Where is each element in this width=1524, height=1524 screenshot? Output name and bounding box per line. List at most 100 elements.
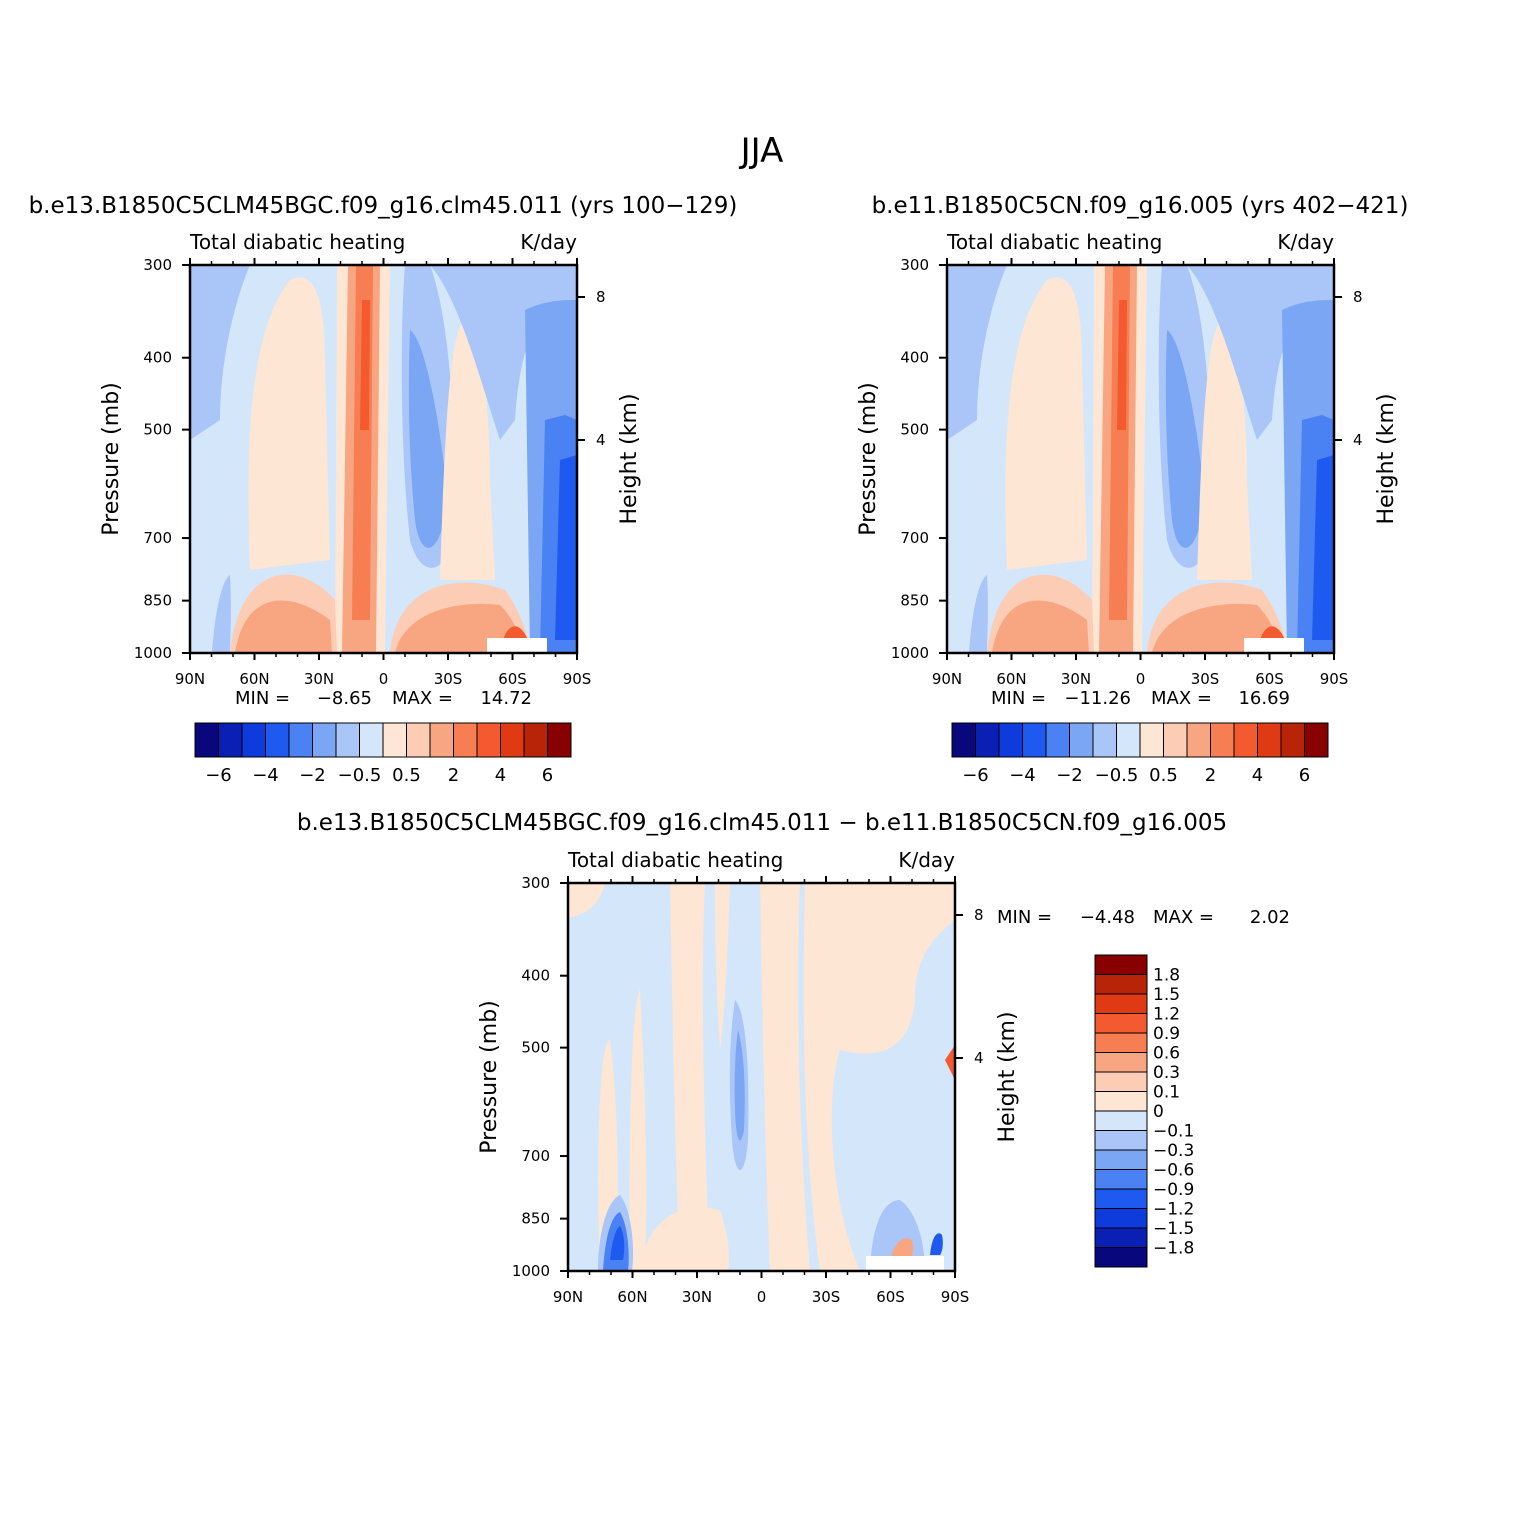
colorbar-label: −0.5 xyxy=(338,765,382,786)
colorbar-label: −4 xyxy=(1009,765,1036,786)
colorbar-label: −1.2 xyxy=(1153,1200,1194,1220)
panel-3-colorbar: 1.81.51.20.90.60.30.10−0.1−0.3−0.6−0.9−1… xyxy=(1094,954,1194,1268)
panel-2-min-value: −11.26 xyxy=(1064,688,1131,709)
panel-2-max-label: MAX = xyxy=(1151,688,1212,709)
x-tick-label: 60N xyxy=(617,1288,647,1306)
y-tick-label: 1000 xyxy=(512,1262,550,1280)
colorbar-swatch xyxy=(998,722,1023,758)
y-tick-label: 700 xyxy=(521,1147,550,1165)
colorbar-swatch xyxy=(1022,722,1047,758)
colorbar-swatch xyxy=(1094,1149,1148,1170)
y-tick-label: 500 xyxy=(143,421,172,439)
panel-3-ylabel-right: Height (km) xyxy=(995,1011,1020,1142)
panel-3-right-axis: 8 4 xyxy=(955,906,984,1067)
colorbar-swatch xyxy=(1094,1227,1148,1248)
panel-2-min-label: MIN = xyxy=(991,688,1046,709)
x-tick-label: 30S xyxy=(434,670,463,688)
colorbar-swatch xyxy=(500,722,525,758)
panel-2-max-value: 16.69 xyxy=(1238,688,1290,709)
colorbar-swatch xyxy=(1045,722,1070,758)
panel-2-title: b.e11.B1850C5CN.f09_g16.005 (yrs 402−421… xyxy=(872,193,1409,219)
colorbar-swatch xyxy=(476,722,501,758)
x-tick-label: 30S xyxy=(1191,670,1220,688)
colorbar-swatch xyxy=(194,722,219,758)
colorbar-swatch xyxy=(288,722,313,758)
panel-3-right-tick-8: 8 xyxy=(974,906,984,924)
panel-1-left-label: Total diabatic heating xyxy=(189,230,405,254)
figure-title: JJA xyxy=(739,131,784,171)
panel-1-right-tick-8: 8 xyxy=(596,288,606,306)
colorbar-swatch xyxy=(1092,722,1117,758)
panel-1-units: K/day xyxy=(520,230,577,254)
colorbar-label: 2 xyxy=(1205,765,1216,786)
colorbar-label: −2 xyxy=(1056,765,1083,786)
y-tick-label: 300 xyxy=(143,256,172,274)
panel-2-ylabel: Pressure (mb) xyxy=(856,382,881,536)
panel-2-right-tick-8: 8 xyxy=(1353,288,1363,306)
colorbar-swatch xyxy=(453,722,478,758)
y-tick-label: 400 xyxy=(900,349,929,367)
colorbar-swatch xyxy=(406,722,431,758)
colorbar-swatch xyxy=(1116,722,1141,758)
colorbar-swatch xyxy=(218,722,243,758)
y-tick-label: 400 xyxy=(521,967,550,985)
colorbar-swatch xyxy=(265,722,290,758)
colorbar-swatch xyxy=(1233,722,1258,758)
colorbar-swatch xyxy=(1094,1091,1148,1112)
x-tick-label: 30N xyxy=(304,670,334,688)
panel-2-units: K/day xyxy=(1277,230,1334,254)
colorbar-swatch xyxy=(1186,722,1211,758)
x-tick-label: 90N xyxy=(175,670,205,688)
colorbar-label: 2 xyxy=(448,765,459,786)
x-tick-label: 0 xyxy=(757,1288,767,1306)
y-tick-label: 850 xyxy=(143,592,172,610)
colorbar-label: −1.8 xyxy=(1153,1239,1194,1259)
panel-1-title: b.e13.B1850C5CLM45BGC.f09_g16.clm45.011 … xyxy=(29,193,738,219)
x-tick-label: 90N xyxy=(932,670,962,688)
colorbar-swatch xyxy=(1094,1052,1148,1073)
x-tick-label: 90S xyxy=(941,1288,970,1306)
panel-3-units: K/day xyxy=(898,848,955,872)
colorbar-swatch xyxy=(1094,1169,1148,1190)
colorbar-swatch xyxy=(241,722,266,758)
x-tick-label: 90S xyxy=(1320,670,1349,688)
panel-3-left-label: Total diabatic heating xyxy=(567,848,783,872)
panel-3-ylabel: Pressure (mb) xyxy=(477,1000,502,1154)
panel-3-max-value: 2.02 xyxy=(1250,907,1290,928)
colorbar-label: 1.5 xyxy=(1153,985,1180,1005)
colorbar-swatch xyxy=(1094,1071,1148,1092)
panel-3-right-tick-4: 4 xyxy=(974,1049,984,1067)
colorbar-swatch xyxy=(382,722,407,758)
panel-1-min-value: −8.65 xyxy=(317,688,372,709)
y-tick-label: 500 xyxy=(521,1039,550,1057)
y-tick-label: 850 xyxy=(521,1210,550,1228)
colorbar-swatch xyxy=(1094,954,1148,975)
colorbar-swatch xyxy=(1139,722,1164,758)
colorbar-swatch xyxy=(429,722,454,758)
colorbar-label: 1.2 xyxy=(1153,1005,1180,1025)
colorbar-label: −6 xyxy=(205,765,232,786)
colorbar-label: 4 xyxy=(495,765,506,786)
x-tick-label: 60N xyxy=(239,670,269,688)
x-tick-label: 0 xyxy=(379,670,389,688)
colorbar-swatch xyxy=(951,722,976,758)
panel-2-right-tick-4: 4 xyxy=(1353,431,1363,449)
colorbar-swatch xyxy=(1094,993,1148,1014)
x-tick-label: 60S xyxy=(498,670,527,688)
y-tick-label: 400 xyxy=(143,349,172,367)
colorbar-swatch xyxy=(359,722,384,758)
colorbar-label: 0.5 xyxy=(392,765,421,786)
colorbar-swatch xyxy=(1094,1110,1148,1131)
colorbar-label: 0.5 xyxy=(1149,765,1178,786)
panel-1-ylabel: Pressure (mb) xyxy=(99,382,124,536)
x-tick-label: 30S xyxy=(812,1288,841,1306)
colorbar-label: −0.1 xyxy=(1153,1122,1194,1142)
y-tick-label: 700 xyxy=(900,529,929,547)
colorbar-swatch xyxy=(335,722,360,758)
panel-2-ylabel-right: Height (km) xyxy=(1374,393,1399,524)
colorbar-swatch xyxy=(547,722,572,758)
panel-3-max-label: MAX = xyxy=(1153,907,1214,928)
colorbar-swatch xyxy=(1094,974,1148,995)
colorbar-label: 1.8 xyxy=(1153,966,1180,986)
